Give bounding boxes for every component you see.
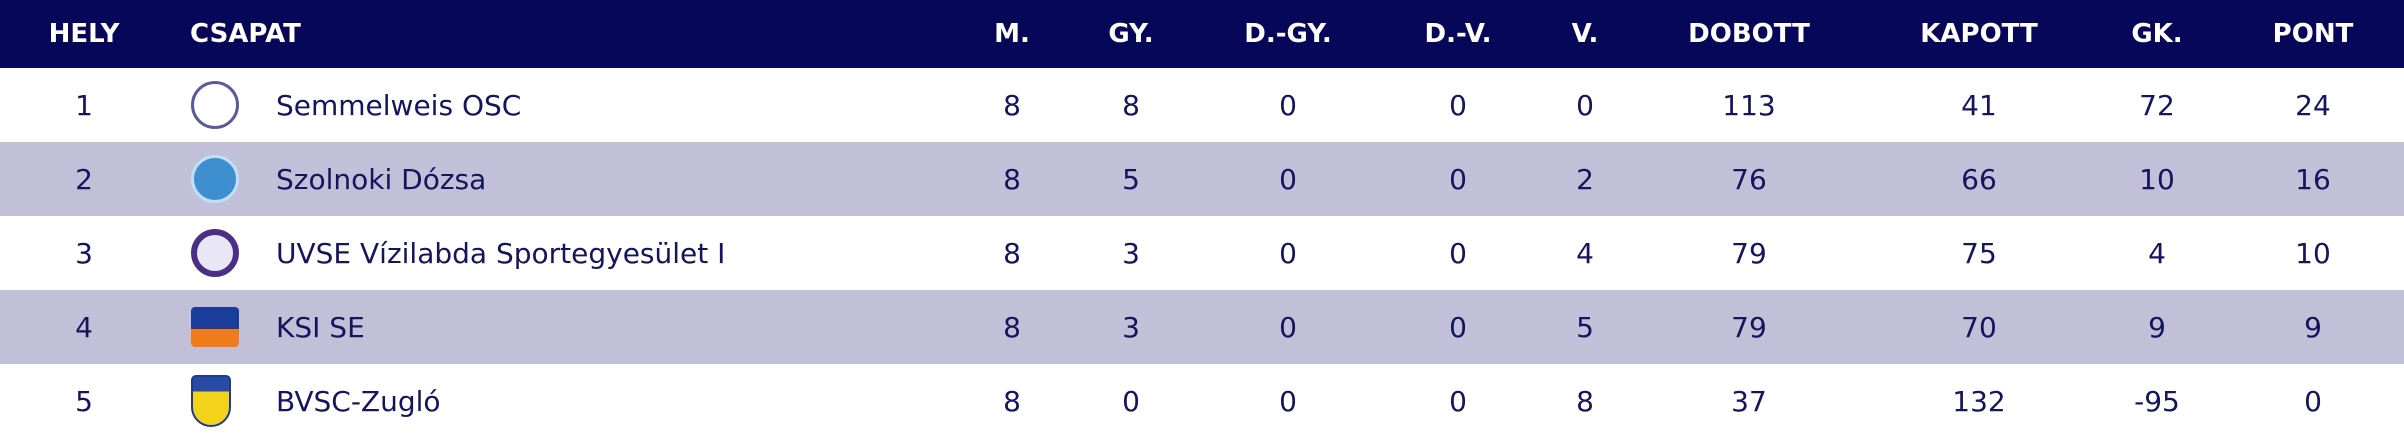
- team-name: BVSC-Zugló: [276, 384, 441, 418]
- rank: 2: [75, 162, 93, 196]
- stat-value: 3: [1122, 310, 1140, 344]
- team-row: 5 BVSC-Zugló 8 0 0 0 8 37 132 -95 0: [0, 364, 2404, 438]
- column-header: CSAPAT: [190, 19, 301, 49]
- stat-value: 8: [1576, 384, 1594, 418]
- stat-value: 132: [1952, 384, 2006, 418]
- stat-value: 72: [2139, 88, 2175, 122]
- stat-value: 113: [1722, 88, 1776, 122]
- stat-value: 3: [1122, 236, 1140, 270]
- team-logo: [191, 229, 239, 277]
- stat-value: 75: [1961, 236, 1997, 270]
- stat-value: 0: [1279, 88, 1297, 122]
- stat-value: 24: [2295, 88, 2331, 122]
- stat-value: 0: [1449, 88, 1467, 122]
- stat-value: 8: [1003, 236, 1021, 270]
- stat-value: 4: [1576, 236, 1594, 270]
- column-header: DOBOTT: [1688, 19, 1810, 49]
- team-row: 1 Semmelweis OSC 8 8 0 0 0 113 41 72 24: [0, 68, 2404, 142]
- column-header: M.: [994, 19, 1030, 49]
- stat-value: -95: [2134, 384, 2180, 418]
- stat-value: 4: [2148, 236, 2166, 270]
- team-logo: [191, 155, 239, 203]
- team-name: UVSE Vízilabda Sportegyesület I: [276, 236, 726, 270]
- column-header: D.-V.: [1424, 19, 1492, 49]
- stat-value: 0: [1279, 384, 1297, 418]
- stat-value: 9: [2148, 310, 2166, 344]
- stat-value: 2: [1576, 162, 1594, 196]
- rank: 3: [75, 236, 93, 270]
- stat-value: 0: [1449, 162, 1467, 196]
- stat-value: 9: [2304, 310, 2322, 344]
- stat-value: 79: [1731, 236, 1767, 270]
- stat-value: 8: [1003, 88, 1021, 122]
- rank: 4: [75, 310, 93, 344]
- team-row: 4 KSI SE 8 3 0 0 5 79 70 9 9: [0, 290, 2404, 364]
- stat-value: 66: [1961, 162, 1997, 196]
- stat-value: 0: [1576, 88, 1594, 122]
- stat-value: 0: [1122, 384, 1140, 418]
- stat-value: 76: [1731, 162, 1767, 196]
- column-header: PONT: [2272, 19, 2354, 49]
- stat-value: 10: [2139, 162, 2175, 196]
- column-header: D.-GY.: [1244, 19, 1332, 49]
- stat-value: 37: [1731, 384, 1767, 418]
- stat-value: 41: [1961, 88, 1997, 122]
- team-name: KSI SE: [276, 310, 365, 344]
- rank: 1: [75, 88, 93, 122]
- stat-value: 16: [2295, 162, 2331, 196]
- stat-value: 0: [1279, 236, 1297, 270]
- stat-value: 5: [1122, 162, 1140, 196]
- column-header: HELY: [48, 19, 120, 49]
- column-header: GY.: [1108, 19, 1154, 49]
- stat-value: 8: [1003, 162, 1021, 196]
- stat-value: 10: [2295, 236, 2331, 270]
- column-header: GK.: [2131, 19, 2183, 49]
- column-header: V.: [1571, 19, 1599, 49]
- header-row: HELY CSAPAT M. GY. D.-GY. D.-V. V. DOBOTT KAPOTT…: [0, 0, 2404, 68]
- stat-value: 0: [1449, 236, 1467, 270]
- column-header: KAPOTT: [1920, 19, 2038, 49]
- stat-value: 79: [1731, 310, 1767, 344]
- stat-value: 8: [1122, 88, 1140, 122]
- rank: 5: [75, 384, 93, 418]
- team-name: Semmelweis OSC: [276, 88, 522, 122]
- stat-value: 5: [1576, 310, 1594, 344]
- team-logo: [191, 375, 231, 427]
- stat-value: 0: [2304, 384, 2322, 418]
- stat-value: 70: [1961, 310, 1997, 344]
- team-row: 2 Szolnoki Dózsa 8 5 0 0 2 76 66 10 16: [0, 142, 2404, 216]
- stat-value: 8: [1003, 310, 1021, 344]
- stat-value: 0: [1449, 384, 1467, 418]
- team-name: Szolnoki Dózsa: [276, 162, 487, 196]
- stat-value: 0: [1279, 162, 1297, 196]
- team-logo: [191, 307, 239, 347]
- team-logo: [191, 81, 239, 129]
- stat-value: 0: [1279, 310, 1297, 344]
- stat-value: 0: [1449, 310, 1467, 344]
- team-row: 3 UVSE Vízilabda Sportegyesület I 8 3 0 0 4 79 7…: [0, 216, 2404, 290]
- stat-value: 8: [1003, 384, 1021, 418]
